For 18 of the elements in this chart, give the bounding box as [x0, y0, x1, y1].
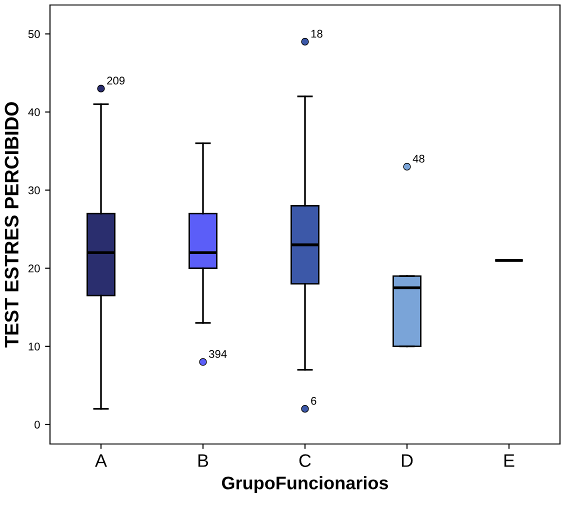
y-axis-title: TEST ESTRES PERCIBIDO	[4, 102, 19, 348]
y-tick-label: 50	[28, 30, 40, 38]
annotation: 48	[412, 154, 424, 163]
y-tick-label: 0	[34, 420, 40, 429]
y-tick-label: 10	[28, 342, 40, 350]
x-tick-label: B	[198, 454, 208, 467]
x-tick-label: D	[402, 454, 413, 467]
annotation: 394	[208, 350, 227, 358]
x-axis-title: GrupoFuncionarios	[222, 476, 388, 493]
y-tick-label: 40	[28, 108, 40, 116]
y-tick-label: 30	[28, 186, 40, 194]
x-tick-label: C	[299, 454, 311, 467]
annotation: 18	[311, 30, 322, 38]
y-tick-label: 20	[28, 264, 40, 272]
x-tick-label: E	[504, 454, 514, 467]
annotation: 209	[107, 76, 125, 85]
annotation: 6	[311, 396, 316, 405]
x-tick-label: A	[95, 454, 107, 467]
